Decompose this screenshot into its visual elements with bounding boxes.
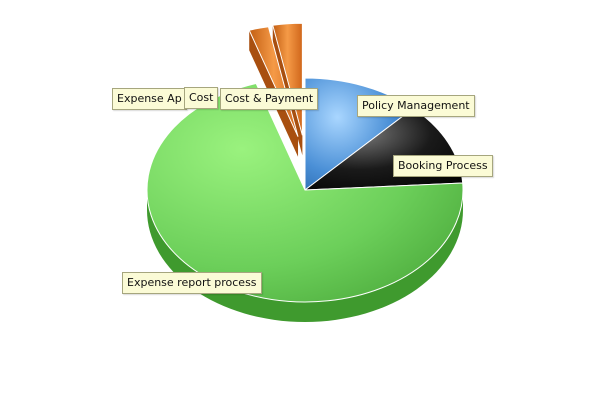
slice-label-expense-report-process: Expense report process	[122, 272, 262, 294]
slice-label-cost-payment: Cost & Payment	[220, 88, 319, 110]
slice-label-expense-approval: Expense Ap	[112, 88, 187, 110]
slice-label-policy-management: Policy Management	[357, 95, 475, 117]
slice-label-cost-fragment: Cost	[184, 87, 219, 109]
slice-label-booking-process: Booking Process	[393, 155, 493, 177]
